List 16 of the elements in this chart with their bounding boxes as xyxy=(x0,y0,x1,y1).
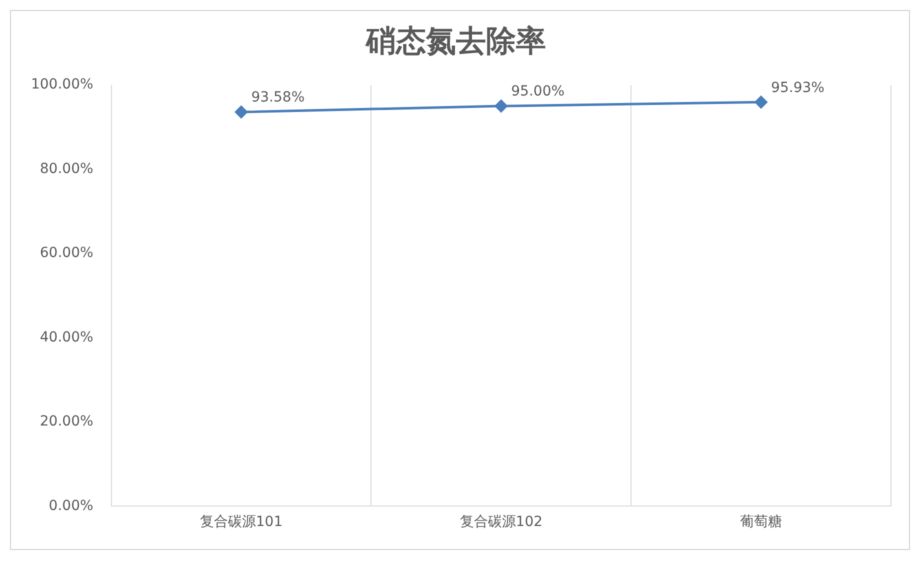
x-tick-label: 葡萄糖 xyxy=(740,514,782,530)
y-tick-label: 20.00% xyxy=(40,414,94,430)
data-label: 93.58% xyxy=(251,90,305,106)
y-tick-label: 40.00% xyxy=(40,329,94,346)
data-label: 95.00% xyxy=(511,84,565,100)
y-tick-label: 100.00% xyxy=(30,76,94,93)
data-label: 95.93% xyxy=(771,80,824,96)
chart-title: 硝态氮去除率 xyxy=(365,24,546,59)
point xyxy=(754,96,768,108)
y-tick-label: 0.00% xyxy=(48,498,94,514)
y-tick-label: 60.00% xyxy=(40,245,94,262)
point xyxy=(494,100,508,112)
x-tick-label: 复合碳源101 xyxy=(200,514,283,530)
point xyxy=(234,106,248,118)
x-tick-label: 复合碳源102 xyxy=(460,514,543,530)
y-tick-label: 80.00% xyxy=(40,160,94,177)
